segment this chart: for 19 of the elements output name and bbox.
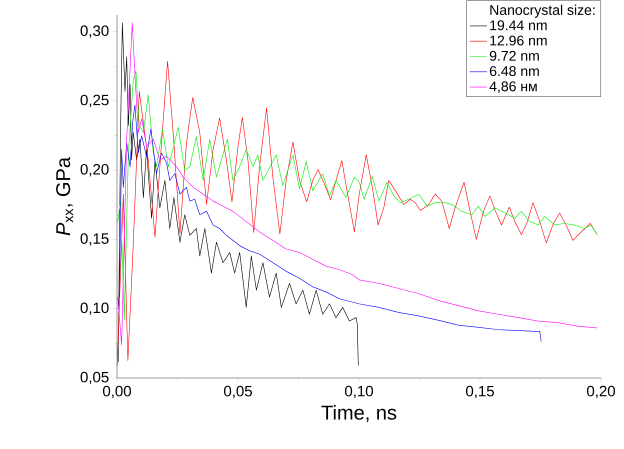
legend-label: 9.72 nm <box>490 50 539 61</box>
x-axis-title: Time, ns <box>321 405 396 422</box>
legend-label: 6.48 nm <box>490 66 539 76</box>
y-tick-label: 0,15 <box>80 233 109 246</box>
legend-label: 19.44 nm <box>490 20 547 30</box>
y-tick-label: 0,20 <box>80 164 109 176</box>
legend-label: 4,86 нм <box>490 81 537 93</box>
y-tick-label: 0,25 <box>80 94 109 108</box>
y-tick-label: 0,10 <box>80 302 109 315</box>
y-tick-label: 0,30 <box>80 25 109 38</box>
y-tick-label: 0,05 <box>80 372 109 384</box>
x-tick-label: 0,10 <box>344 386 373 398</box>
legend-title: Nanocrystal size: <box>490 4 594 18</box>
x-tick-label: 0,20 <box>586 386 615 398</box>
x-tick-label: 0,15 <box>466 386 494 398</box>
y-axis-title: P$_{xx}$, GPa <box>56 157 74 236</box>
x-tick-label: 0,00 <box>102 386 132 398</box>
x-tick-label: 0,05 <box>224 386 252 398</box>
legend-label: 12.96 nm <box>490 36 547 46</box>
